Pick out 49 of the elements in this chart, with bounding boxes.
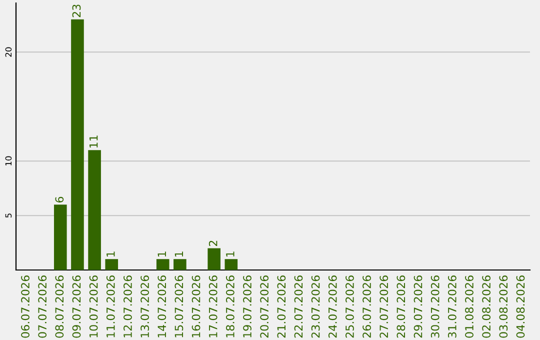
bar — [174, 259, 186, 270]
x-tick-label: 28.07.2026 — [396, 276, 406, 338]
data-label: 1 — [174, 252, 183, 256]
x-tick-label: 19.07.2026 — [243, 276, 252, 338]
data-label: 11 — [90, 136, 98, 148]
x-tick-label: 16.07.2026 — [192, 276, 200, 338]
x-tick-label: 08.07.2026 — [55, 276, 64, 338]
bar — [208, 248, 220, 270]
data-label: 6 — [55, 196, 64, 202]
x-tick-label: 24.07.2026 — [328, 276, 337, 338]
x-tick-label: 25.07.2026 — [346, 276, 354, 338]
x-tick-label: 02.08.2026 — [482, 276, 491, 338]
bar — [156, 259, 170, 270]
x-tick-label: 12.07.2026 — [124, 276, 132, 338]
x-tick-label: 17.07.2026 — [208, 276, 218, 338]
x-tick-label: 27.07.2026 — [380, 276, 388, 338]
x-tick-label: 18.07.2026 — [226, 276, 234, 338]
y-tick-label: 10 — [5, 156, 12, 166]
data-label: 1 — [226, 252, 234, 256]
x-tick-label: 20.07.2026 — [260, 276, 269, 338]
bar — [105, 259, 118, 270]
data-label: 1 — [106, 252, 115, 256]
x-tick-label: 13.07.2026 — [140, 276, 150, 338]
x-tick-label: 06.07.2026 — [21, 276, 30, 338]
x-tick-label: 22.07.2026 — [294, 276, 303, 338]
bar — [88, 150, 101, 270]
x-tick-label: 07.07.2026 — [38, 276, 47, 338]
bar — [71, 19, 84, 270]
bar — [54, 204, 67, 270]
y-tick-label: 20 — [5, 47, 12, 57]
data-label: 23 — [72, 4, 81, 18]
x-tick-label: 03.08.2026 — [499, 276, 508, 338]
x-tick-label: 23.07.2026 — [311, 276, 320, 338]
x-tick-label: 11.07.2026 — [106, 276, 115, 338]
x-tick-label: 14.07.2026 — [158, 276, 166, 338]
data-label: 2 — [208, 240, 218, 246]
x-tick-label: 04.08.2026 — [516, 276, 525, 338]
y-tick-label: 5 — [5, 214, 12, 218]
x-tick-label: 01.08.2026 — [465, 276, 474, 338]
x-tick-label: 21.07.2026 — [277, 276, 286, 338]
x-tick-label: 31.07.2026 — [448, 276, 456, 338]
x-tick-label: 10.07.2026 — [89, 276, 98, 338]
x-tick-label: 30.07.2026 — [430, 276, 440, 338]
x-tick-label: 15.07.2026 — [174, 276, 184, 338]
x-tick-label: 26.07.2026 — [362, 276, 371, 338]
x-tick-label: 09.07.2026 — [72, 276, 81, 338]
data-label: 1 — [158, 252, 166, 256]
bar — [224, 259, 238, 270]
x-tick-label: 29.07.2026 — [414, 276, 422, 338]
